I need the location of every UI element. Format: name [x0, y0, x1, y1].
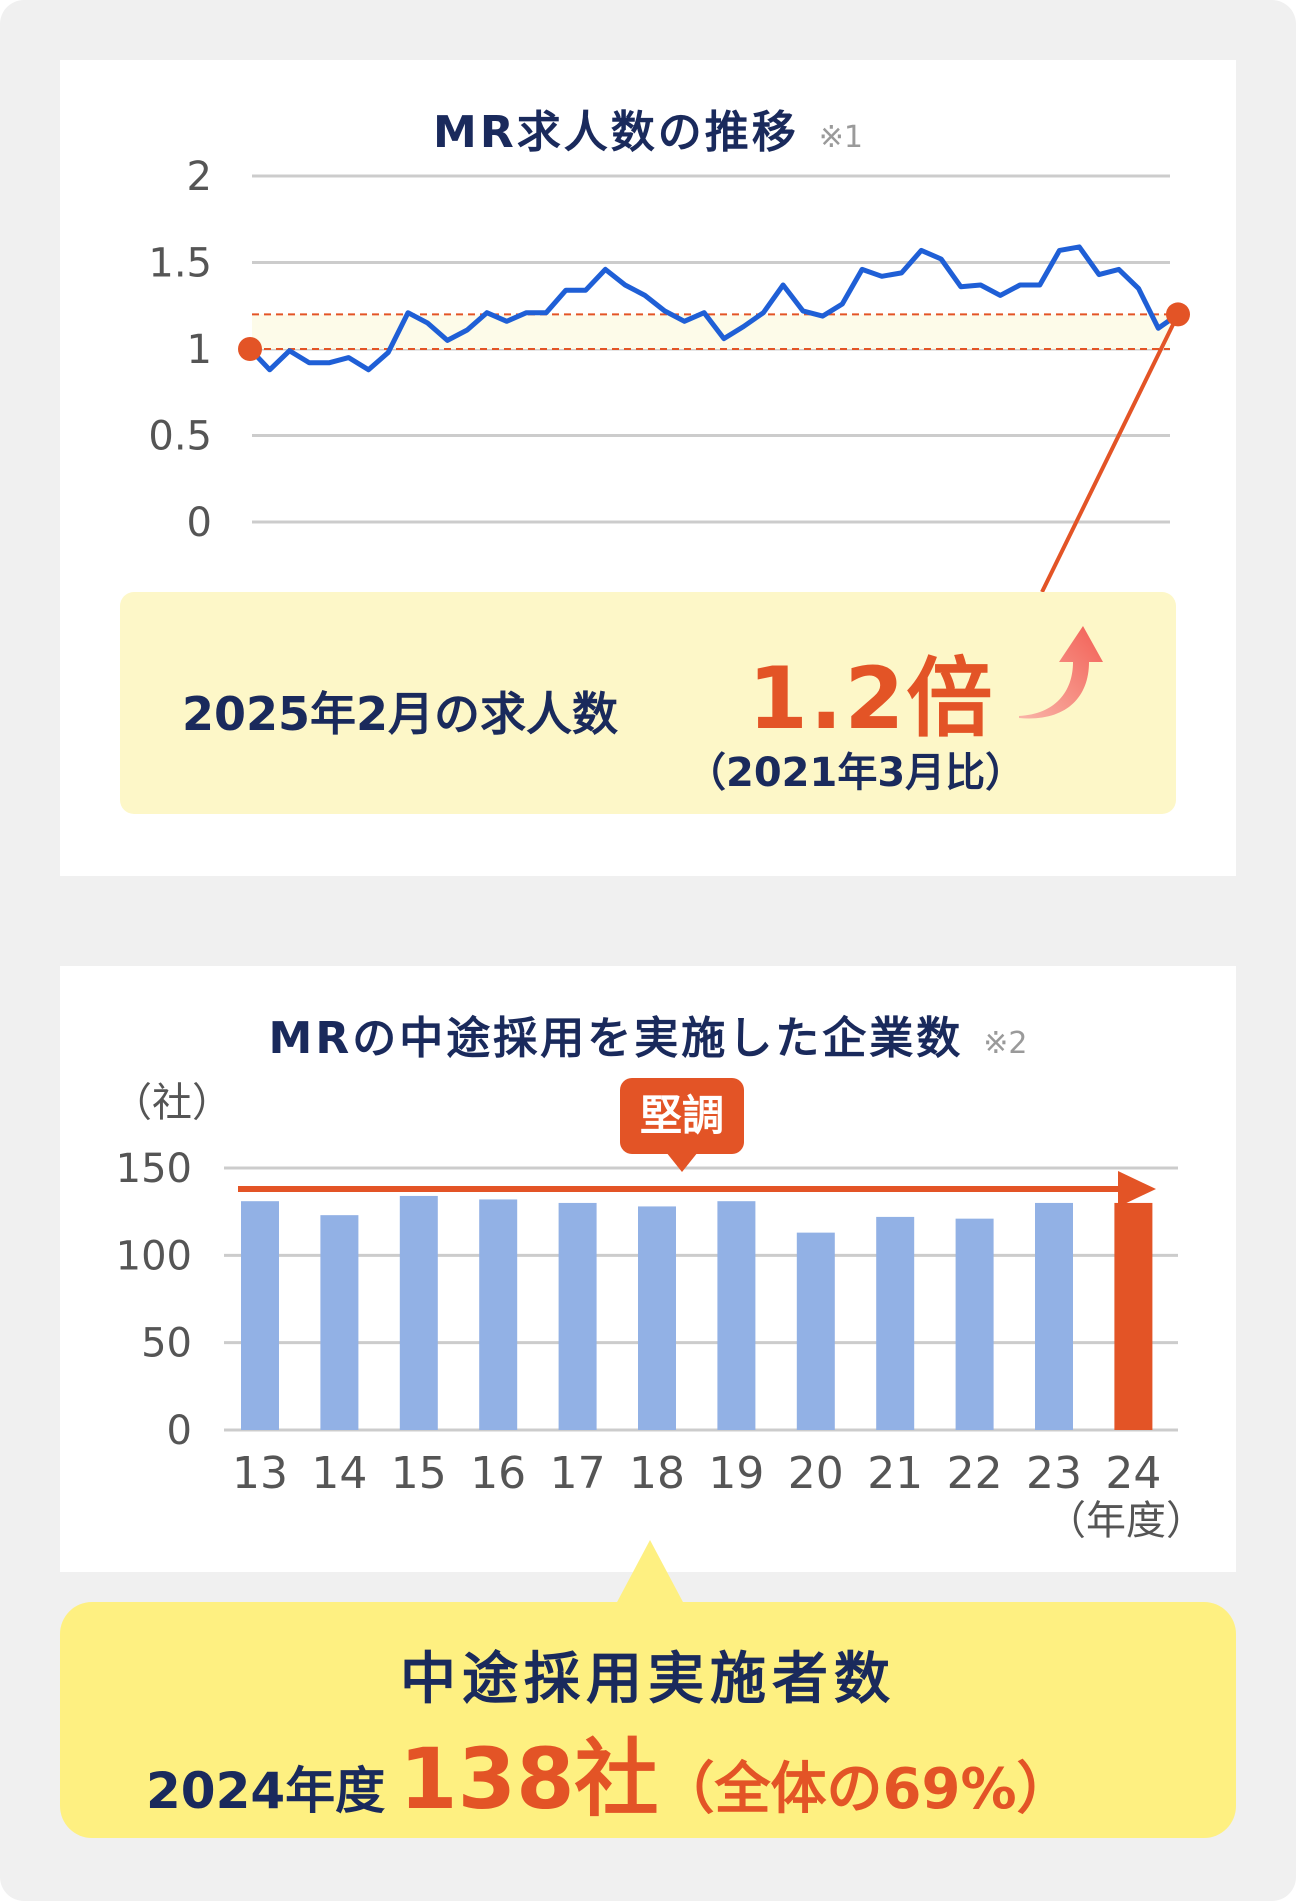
x-tick-label: 18	[629, 1448, 685, 1499]
ratio-callout: 2025年2月の求人数 1.2倍 （2021年3月比）	[120, 592, 1176, 814]
banner-box	[620, 1078, 744, 1154]
y-tick-label: 1.5	[148, 241, 212, 287]
callout-value: 138社	[399, 1730, 659, 1828]
banner-pointer	[666, 1152, 698, 1172]
callout-label: 2025年2月の求人数	[182, 687, 619, 741]
x-tick-label: 19	[708, 1448, 764, 1499]
x-tick-label: 21	[867, 1448, 923, 1499]
bar	[1035, 1202, 1073, 1430]
callout-year: 2024年度	[146, 1762, 386, 1820]
x-tick-label: 17	[550, 1448, 606, 1499]
x-tick-label: 14	[311, 1448, 367, 1499]
x-tick-label: 22	[947, 1448, 1003, 1499]
bar	[638, 1206, 676, 1430]
chart-title: MR求人数の推移 ※1	[60, 96, 1236, 160]
bar	[876, 1216, 915, 1430]
callout-value: 1.2倍	[748, 649, 995, 749]
callout-sub: （2021年3月比）	[686, 750, 1026, 796]
chart-title-text: MR求人数の推移	[433, 107, 799, 158]
up-arrow-icon	[1019, 626, 1103, 719]
x-tick-label: 20	[788, 1448, 844, 1499]
end-point-marker	[1166, 302, 1190, 327]
callout-line: 2024年度 138社（全体の69%）	[146, 1712, 1073, 1833]
footnote-marker: ※1	[818, 120, 863, 155]
trend-arrow-head	[1118, 1171, 1156, 1207]
banner-label: 堅調	[640, 1091, 724, 1140]
y-tick-label: 100	[116, 1233, 192, 1279]
x-axis-unit: （年度）	[1046, 1498, 1206, 1544]
bar	[955, 1218, 994, 1430]
bar	[796, 1232, 835, 1430]
bar	[558, 1202, 597, 1430]
bar	[399, 1195, 438, 1430]
callout-connector	[1040, 313, 1180, 593]
callout-share: （全体の69%）	[658, 1757, 1073, 1822]
callout-heading: 中途採用実施者数	[400, 1647, 896, 1712]
x-tick-label: 16	[470, 1448, 526, 1499]
companies-chart-panel: MRの中途採用を実施した企業数 ※2 150 100 50 0 （社） 13 14 15 16 17…	[60, 966, 1236, 1572]
bar	[1114, 1202, 1153, 1430]
y-tick-label: 0.5	[148, 414, 212, 460]
bar-chart: 150 100 50 0 （社） 13 14 15 16 17 18 19 20 21 22 23 24（年度）…	[112, 1078, 1206, 1544]
bar	[241, 1201, 279, 1430]
x-tick-label: 13	[232, 1448, 288, 1499]
bar	[320, 1215, 359, 1430]
bar	[717, 1201, 756, 1430]
y-tick-label: 50	[141, 1321, 192, 1367]
chart-title-text: MRの中途採用を実施した企業数	[268, 1013, 964, 1064]
series-line	[248, 244, 1180, 373]
y-tick-label: 0	[187, 500, 212, 546]
callout-pointer	[616, 1540, 684, 1604]
x-tick-label: 23	[1026, 1448, 1082, 1499]
x-tick-label: 24	[1105, 1448, 1161, 1499]
footnote-marker: ※2	[983, 1026, 1028, 1061]
start-point-marker	[238, 337, 262, 361]
y-tick-label: 0	[167, 1408, 192, 1454]
bar	[479, 1199, 518, 1430]
chart-title: MRの中途採用を実施した企業数 ※2	[60, 1002, 1236, 1066]
line-chart: 2 1.5 1 0.5 0	[148, 154, 1190, 593]
hiring-callout: 中途採用実施者数 2024年度 138社（全体の69%）	[60, 1602, 1236, 1838]
y-tick-label: 2	[187, 154, 212, 200]
x-tick-label: 15	[391, 1448, 447, 1499]
y-tick-label: 1	[187, 327, 212, 373]
y-tick-label: 150	[116, 1146, 192, 1192]
y-axis-unit: （社）	[112, 1080, 232, 1126]
